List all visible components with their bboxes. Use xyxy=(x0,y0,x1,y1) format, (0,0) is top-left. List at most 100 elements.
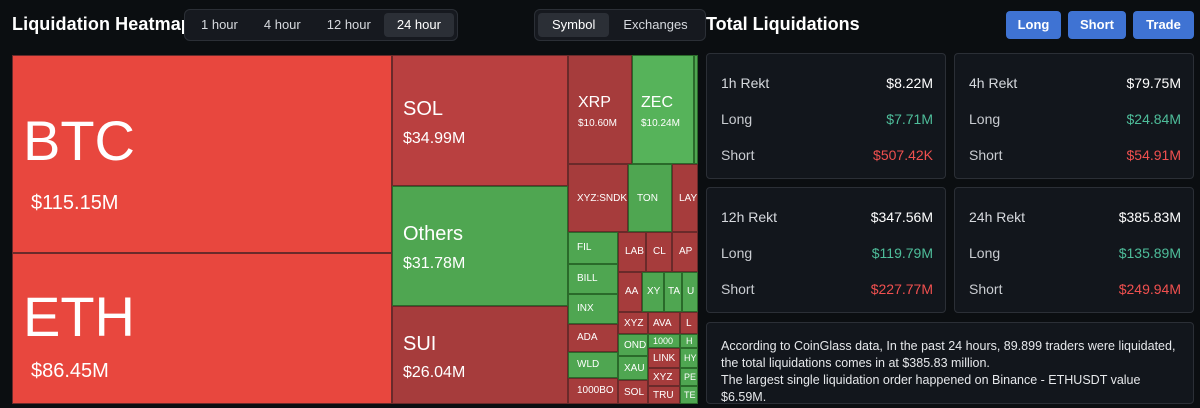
card-short-value: $507.42K xyxy=(873,147,933,163)
rekt-card-24h: 24h Rekt $385.83M Long $135.89M Short $249.… xyxy=(954,187,1194,313)
tile-symbol: TA xyxy=(668,286,681,297)
tab-symbol[interactable]: Symbol xyxy=(538,13,610,37)
heatmap-tile-xyz-2[interactable]: XYZ xyxy=(648,368,680,386)
heatmap-tile-ap[interactable]: AP xyxy=(672,232,698,272)
tile-value: $34.99M xyxy=(403,130,466,147)
tile-symbol: L xyxy=(686,318,692,329)
tile-symbol: BILL xyxy=(577,273,598,284)
summary-text: According to CoinGlass data, In the past… xyxy=(721,339,1176,370)
tile-symbol: OND xyxy=(624,340,647,351)
heatmap-tile-1000bo[interactable]: 1000BO xyxy=(568,378,618,404)
short-button[interactable]: Short xyxy=(1068,11,1126,39)
heatmap-tile-sui[interactable]: SUI $26.04M xyxy=(392,306,568,404)
tile-symbol: Others xyxy=(403,223,464,245)
tile-symbol: XYZ xyxy=(624,318,644,329)
heatmap-tile-u[interactable]: U xyxy=(682,272,698,312)
heatmap-tile-link[interactable]: LINK xyxy=(648,348,680,368)
liquidation-summary-note: According to CoinGlass data, In the past… xyxy=(706,322,1194,404)
rekt-card-1h: 1h Rekt $8.22M Long $7.71M Short $507.42K xyxy=(706,53,946,179)
tile-symbol: INX xyxy=(577,303,594,314)
card-short-label: Short xyxy=(721,281,755,297)
tile-symbol: 1000 xyxy=(653,336,674,346)
tab-1-hour[interactable]: 1 hour xyxy=(201,17,238,32)
heatmap-tile-inx[interactable]: INX xyxy=(568,294,618,324)
tile-symbol: SUI xyxy=(403,333,437,355)
tile-symbol: XAU xyxy=(624,363,645,374)
liquidation-heatmap: BTC $115.15M ETH $86.45M SOL $34.99M Oth… xyxy=(12,55,698,404)
heatmap-tile-lab[interactable]: LAB xyxy=(618,232,646,272)
heatmap-tile-te[interactable]: TE xyxy=(680,386,698,404)
card-total-value: $347.56M xyxy=(870,209,933,225)
card-short-label: Short xyxy=(721,147,755,163)
tile-symbol: AA xyxy=(625,286,639,297)
heatmap-tile-hy[interactable]: HY xyxy=(680,348,698,368)
heatmap-tile-h[interactable]: H xyxy=(680,334,698,348)
heatmap-tile-1000[interactable]: 1000 xyxy=(648,334,680,348)
heatmap-tile-edge[interactable] xyxy=(694,55,698,164)
tile-symbol: TRU xyxy=(653,390,674,401)
tab-12-hour[interactable]: 12 hour xyxy=(326,17,371,32)
tile-symbol: AVA xyxy=(653,318,672,329)
heatmap-tile-ava[interactable]: AVA xyxy=(648,312,680,334)
tile-symbol: U xyxy=(687,286,695,297)
heatmap-tile-eth[interactable]: ETH $86.45M xyxy=(12,253,392,404)
card-total-value: $8.22M xyxy=(886,75,933,91)
card-short-value: $54.91M xyxy=(1126,147,1181,163)
card-total-value: $79.75M xyxy=(1126,75,1181,91)
heatmap-tile-pe[interactable]: PE xyxy=(680,368,698,386)
tile-symbol: XRP xyxy=(578,94,611,111)
tile-symbol: H xyxy=(686,336,693,346)
heatmap-tile-xyz-sndk[interactable]: XYZ:SNDK xyxy=(568,164,628,232)
tile-value: $31.78M xyxy=(403,255,466,272)
heatmap-tile-zec[interactable]: ZEC $10.24M xyxy=(632,55,694,164)
heatmap-tile-ada[interactable]: ADA xyxy=(568,324,618,352)
tile-symbol: ADA xyxy=(577,332,598,343)
heatmap-tile-tru[interactable]: TRU xyxy=(648,386,680,404)
heatmap-tile-sol-small[interactable]: SOL xyxy=(618,380,648,404)
tile-symbol: XYZ xyxy=(653,372,673,383)
heatmap-title: Liquidation Heatmap xyxy=(12,14,192,34)
card-long-value: $7.71M xyxy=(886,111,933,127)
heatmap-tile-cl[interactable]: CL xyxy=(646,232,672,272)
tile-symbol: ZEC xyxy=(641,94,673,111)
heatmap-tile-xrp[interactable]: XRP $10.60M xyxy=(568,55,632,164)
heatmap-tile-lay[interactable]: LAY xyxy=(672,164,698,232)
heatmap-tile-aa[interactable]: AA xyxy=(618,272,642,312)
heatmap-tile-ta[interactable]: TA xyxy=(664,272,682,312)
heatmap-tile-xy[interactable]: XY xyxy=(642,272,664,312)
tile-symbol: SOL xyxy=(403,98,444,120)
heatmap-tile-fil[interactable]: FIL xyxy=(568,232,618,264)
tile-symbol: SOL xyxy=(624,387,645,398)
tile-value: $26.04M xyxy=(403,364,466,381)
heatmap-tile-wld[interactable]: WLD xyxy=(568,352,618,378)
card-long-label: Long xyxy=(969,245,1001,261)
long-button[interactable]: Long xyxy=(1006,11,1061,39)
card-long-value: $135.89M xyxy=(1118,245,1181,261)
heatmap-tile-others[interactable]: Others $31.78M xyxy=(392,186,568,306)
tile-symbol: CL xyxy=(653,246,666,257)
tile-value: $10.60M xyxy=(578,118,617,129)
tile-symbol: ETH xyxy=(23,285,135,348)
tile-symbol: WLD xyxy=(577,359,600,370)
heatmap-tile-xyz[interactable]: XYZ xyxy=(618,312,648,334)
tab-4-hour[interactable]: 4 hour xyxy=(263,17,301,32)
card-long-value: $24.84M xyxy=(1126,111,1181,127)
tile-symbol: HY xyxy=(684,353,697,363)
tab-exchanges[interactable]: Exchanges xyxy=(623,17,688,32)
heatmap-tile-sol[interactable]: SOL $34.99M xyxy=(392,55,568,186)
tile-symbol: LAY xyxy=(679,193,698,204)
tab-24-hour[interactable]: 24 hour xyxy=(383,13,454,37)
card-period-label: 1h Rekt xyxy=(721,75,770,91)
heatmap-tile-bill[interactable]: BILL xyxy=(568,264,618,294)
card-short-label: Short xyxy=(969,147,1003,163)
card-period-label: 24h Rekt xyxy=(969,209,1026,225)
card-long-value: $119.79M xyxy=(871,245,933,261)
card-total-value: $385.83M xyxy=(1118,209,1181,225)
trade-button[interactable]: Trade xyxy=(1133,11,1194,39)
tile-value: $86.45M xyxy=(31,360,109,382)
heatmap-tile-btc[interactable]: BTC $115.15M xyxy=(12,55,392,253)
heatmap-tile-xau[interactable]: XAU xyxy=(618,356,648,380)
heatmap-tile-l[interactable]: L xyxy=(680,312,698,334)
heatmap-tile-ton[interactable]: TON xyxy=(628,164,672,232)
heatmap-tile-ond[interactable]: OND xyxy=(618,334,648,356)
